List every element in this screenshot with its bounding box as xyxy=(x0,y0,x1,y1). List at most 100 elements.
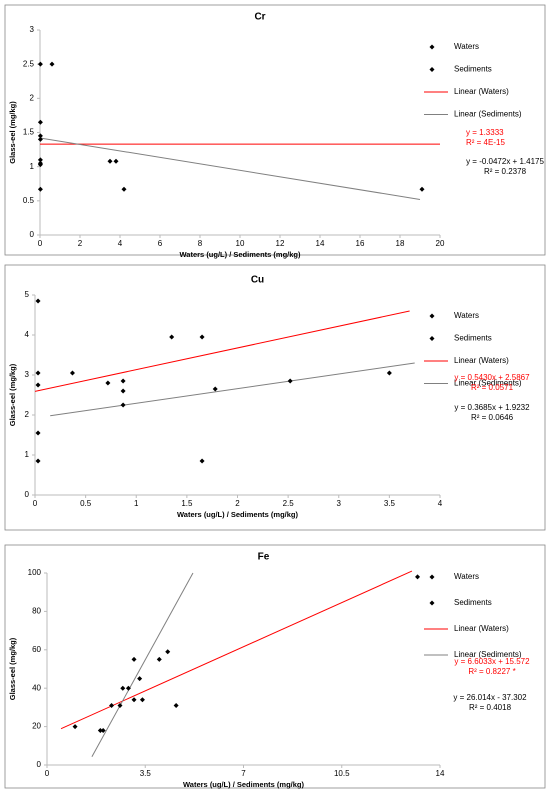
trendline xyxy=(50,362,415,417)
y-tick-label: 1 xyxy=(25,450,30,459)
x-tick-label: 8 xyxy=(198,239,203,248)
point xyxy=(212,386,218,392)
x-tick-label: 14 xyxy=(316,239,325,248)
point xyxy=(105,380,111,386)
x-tick-label: 3.5 xyxy=(384,499,396,508)
x-axis-label: Waters (ug/L) / Sediments (mg/kg) xyxy=(183,780,304,789)
chart-title: Cu xyxy=(251,275,264,286)
x-tick-label: 10.5 xyxy=(334,769,350,778)
x-tick-label: 7 xyxy=(241,769,246,778)
legend-label: Sediments xyxy=(454,598,492,607)
x-tick-label: 2.5 xyxy=(283,499,295,508)
point xyxy=(117,702,123,708)
legend-label: Linear (Sediments) xyxy=(454,379,522,388)
y-tick-label: 2 xyxy=(30,93,35,102)
x-tick-label: 1 xyxy=(134,499,139,508)
point xyxy=(419,186,425,192)
y-tick-label: 3 xyxy=(30,25,35,34)
legend-label: Linear (Sediments) xyxy=(454,110,522,119)
y-tick-label: 2 xyxy=(25,410,30,419)
point xyxy=(156,656,162,662)
x-tick-label: 0 xyxy=(38,239,43,248)
x-tick-label: 3 xyxy=(337,499,342,508)
point xyxy=(37,186,43,192)
legend-marker xyxy=(429,574,435,580)
point xyxy=(35,458,41,464)
equation: R² = 0.0571 xyxy=(471,383,514,392)
y-tick-label: 20 xyxy=(32,722,41,731)
y-axis-label: Glass-eel (mg/kg) xyxy=(8,637,17,700)
y-axis-label: Glass-eel (mg/kg) xyxy=(8,363,17,426)
x-tick-label: 2 xyxy=(235,499,240,508)
y-tick-label: 60 xyxy=(32,645,41,654)
equation: R² = 0.4018 xyxy=(469,703,512,712)
point xyxy=(199,334,205,340)
x-tick-label: 20 xyxy=(436,239,445,248)
point xyxy=(415,574,421,580)
legend-marker xyxy=(429,67,435,72)
trendline xyxy=(60,570,413,730)
point xyxy=(139,697,145,703)
point xyxy=(120,378,126,384)
point xyxy=(131,697,137,703)
legend-label: Waters xyxy=(454,42,479,51)
point xyxy=(121,186,127,192)
point xyxy=(137,676,143,682)
point xyxy=(131,656,137,662)
chart-frame xyxy=(4,264,546,531)
legend-marker xyxy=(429,313,435,319)
x-tick-label: 6 xyxy=(158,239,163,248)
legend-marker xyxy=(429,44,435,50)
x-tick-label: 2 xyxy=(78,239,83,248)
legend-label: Linear (Waters) xyxy=(454,87,509,96)
point xyxy=(97,727,103,733)
y-tick-label: 0 xyxy=(25,490,30,499)
point xyxy=(199,458,205,464)
trendline xyxy=(91,572,194,757)
y-tick-label: 100 xyxy=(28,568,42,577)
x-axis-label: Waters (ug/L) / Sediments (mg/kg) xyxy=(177,510,298,519)
legend-label: Sediments xyxy=(454,65,492,74)
x-tick-label: 3.5 xyxy=(140,769,152,778)
point xyxy=(72,724,78,730)
x-tick-label: 4 xyxy=(118,239,123,248)
point xyxy=(35,382,41,388)
equation: y = -0.0472x + 1.4175 xyxy=(466,157,544,166)
point xyxy=(37,157,43,163)
y-tick-label: 1 xyxy=(30,162,35,171)
point xyxy=(37,136,43,142)
point xyxy=(107,158,113,164)
x-tick-label: 0 xyxy=(33,499,38,508)
y-tick-label: 40 xyxy=(32,683,41,692)
point xyxy=(35,430,41,436)
y-tick-label: 0.5 xyxy=(23,196,35,205)
chart-frame xyxy=(4,544,546,789)
legend-marker xyxy=(429,600,435,606)
point xyxy=(165,649,171,655)
chart-frame xyxy=(4,4,546,256)
equation: R² = 0.2378 xyxy=(484,167,527,176)
equation: y = 1.3333 xyxy=(466,128,504,137)
x-tick-label: 10 xyxy=(236,239,245,248)
equation: y = 6.6033x + 15.572 xyxy=(454,657,530,666)
point xyxy=(120,685,126,691)
point xyxy=(37,133,43,139)
equation: y = 0.5430x + 2.5867 xyxy=(454,373,530,382)
trendline xyxy=(39,137,421,200)
legend-label: Waters xyxy=(454,572,479,581)
point xyxy=(386,370,392,376)
y-tick-label: 1.5 xyxy=(23,128,35,137)
point xyxy=(37,162,43,168)
point xyxy=(35,298,41,304)
point xyxy=(287,378,293,384)
x-tick-label: 16 xyxy=(356,239,365,248)
equation: R² = 0.8227 * xyxy=(468,667,515,676)
equation: R² = 0.0646 xyxy=(471,413,514,422)
x-tick-label: 4 xyxy=(438,499,443,508)
x-tick-label: 1.5 xyxy=(181,499,193,508)
point xyxy=(37,119,43,125)
point xyxy=(169,334,175,340)
point xyxy=(37,61,43,67)
point xyxy=(125,685,131,691)
